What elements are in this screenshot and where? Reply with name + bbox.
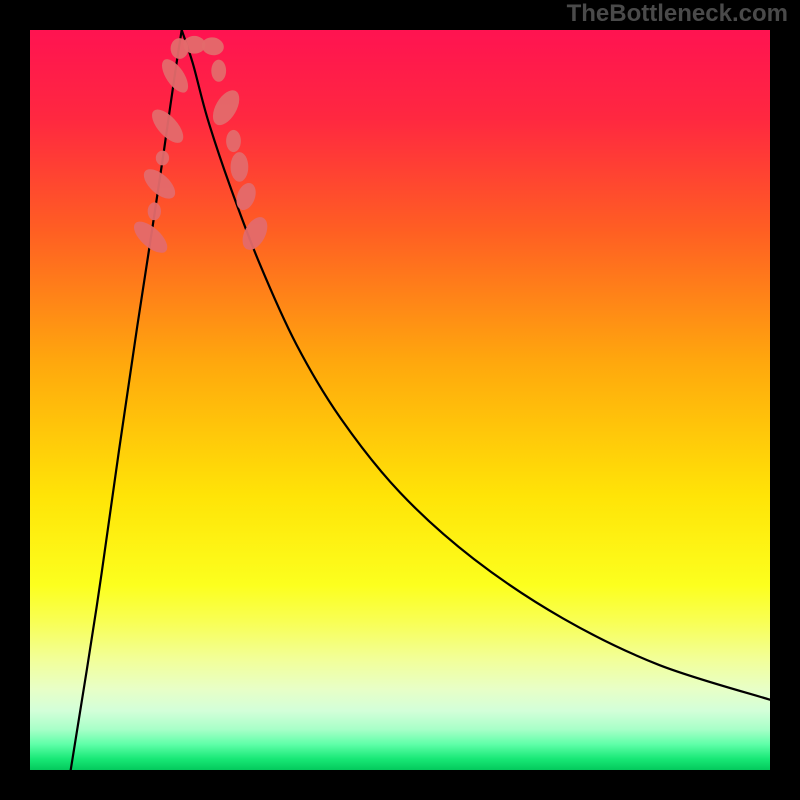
marker-9: [211, 60, 226, 82]
plot-area: [30, 30, 770, 770]
chart-root: TheBottleneck.com: [0, 0, 800, 800]
marker-12: [231, 152, 249, 182]
marker-3: [156, 151, 169, 166]
marker-1: [148, 202, 161, 220]
gradient-background: [30, 30, 770, 770]
marker-11: [226, 130, 241, 152]
watermark-text: TheBottleneck.com: [567, 0, 788, 28]
chart-svg: [30, 30, 770, 770]
